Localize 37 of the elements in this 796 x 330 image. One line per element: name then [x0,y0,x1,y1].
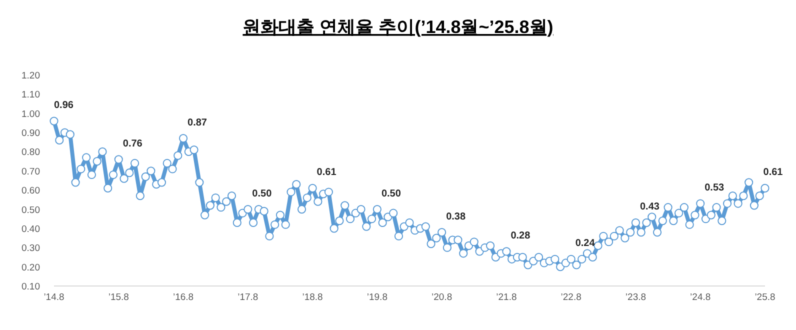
x-tick-label: ’20.8 [432,292,452,303]
x-tick-label: ’22.8 [560,292,582,303]
data-label: 0.24 [575,238,596,250]
chart-title: 원화대출 연체율 추이(’14.8월~’25.8월) [242,17,554,37]
y-tick-label: 0.50 [22,204,40,216]
x-tick-label: ’14.8 [44,292,64,303]
data-label: 0.76 [122,138,143,150]
data-label: 0.61 [316,167,337,178]
data-label: 0.38 [446,211,466,222]
y-tick-label: 0.30 [22,243,40,254]
y-tick-label: 1.20 [22,70,40,82]
x-tick-label: ’16.8 [172,292,194,303]
x-tick-label: ’15.8 [108,292,129,303]
data-label: 0.87 [188,117,208,128]
y-tick-label: 1.00 [22,108,40,120]
data-label: 0.43 [640,202,660,213]
x-tick-label: ’17.8 [238,292,258,303]
x-tick-label: ’25.8 [754,292,776,303]
y-tick-label: 0.60 [22,186,40,197]
data-label: 0.28 [510,230,531,242]
y-tick-label: 0.20 [22,262,40,274]
y-tick-label: 0.40 [22,224,40,235]
data-label: 0.96 [54,100,74,112]
y-tick-label: 0.10 [22,282,40,292]
x-tick-label: ’21.8 [496,292,517,303]
data-label: 0.50 [381,188,402,200]
x-tick-label: ’18.8 [302,292,323,303]
data-label: 0.61 [763,167,784,178]
x-tick-label: ’24.8 [690,292,711,303]
y-tick-label: 0.80 [22,147,40,158]
y-tick-label: 1.10 [22,90,40,101]
y-tick-label: 0.90 [22,128,40,140]
y-tick-label: 0.70 [22,166,40,178]
x-tick-label: ’19.8 [366,292,388,303]
data-label: 0.53 [704,182,725,194]
x-tick-label: ’23.8 [625,292,646,303]
data-label: 0.50 [252,188,272,200]
